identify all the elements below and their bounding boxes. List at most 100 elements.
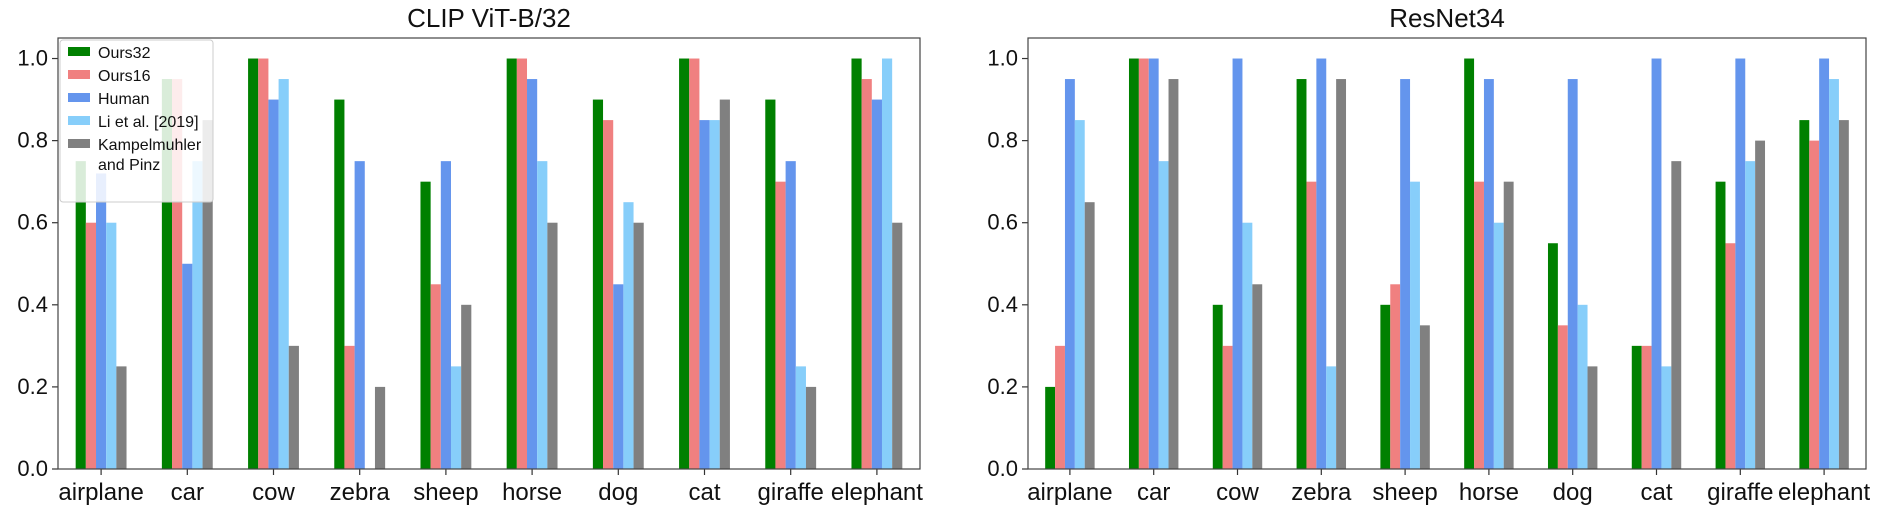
legend-swatch-li-et-al-2019 (68, 116, 90, 125)
bar-human-cow (268, 99, 279, 469)
bar-kampelmuhler-and-pinz-horse (547, 222, 558, 469)
x-tick-label: dog (1553, 479, 1593, 506)
legend-swatch-kampelmuhler-and-pinz (68, 139, 90, 148)
bar-ours32-zebra (334, 99, 345, 469)
x-tick-label: dog (598, 479, 638, 506)
bar-kampelmuhler-and-pinz-cat (1671, 161, 1682, 469)
bar-ours16-horse (516, 58, 528, 470)
y-tick-label: 1.0 (17, 46, 48, 71)
bar-ours16-elephant (1809, 140, 1820, 469)
x-tick-label: cow (1216, 479, 1259, 506)
bar-ours16-airplane (85, 222, 97, 469)
bar-ours32-cow (248, 58, 259, 470)
bar-li-et-al-2019-elephant (1829, 79, 1839, 470)
bar-human-giraffe (1735, 58, 1746, 470)
y-tick-label: 0.4 (17, 292, 48, 317)
y-tick-label: 0.2 (17, 374, 48, 399)
bar-kampelmuhler-and-pinz-airplane (116, 366, 127, 469)
x-tick-label: car (171, 479, 204, 506)
x-tick-label: giraffe (1707, 479, 1773, 506)
bar-kampelmuhler-and-pinz-car (202, 120, 213, 469)
bar-human-airplane (96, 173, 107, 469)
x-tick-label: cat (1640, 479, 1672, 506)
bar-ours16-horse (1474, 181, 1484, 470)
legend-label-li-et-al-2019: Li et al. [2019] (98, 114, 199, 131)
bar-ours32-car (161, 79, 173, 470)
chart-title: ResNet34 (1389, 3, 1505, 33)
chart-clip-vit-b-32: CLIP ViT-B/32 0.0 0.2 0.4 0.6 0.8 1.0 airplane c… (17, 3, 923, 506)
bar-ours16-zebra (1306, 181, 1317, 470)
bar-li-et-al-2019-cow (278, 79, 289, 470)
legend-label-human: Human (98, 91, 150, 108)
bar-human-cat (699, 120, 710, 469)
bar-ours16-giraffe (775, 181, 786, 470)
plot-frame (1027, 37, 1867, 470)
bar-human-sheep (1400, 79, 1411, 470)
x-tick-label: cow (252, 479, 295, 506)
legend: Ours32 Ours16 Human Li et al. [2019] Kampelm… (59, 39, 214, 203)
y-tick-label: 1.0 (987, 46, 1018, 71)
bar-kampelmuhler-and-pinz-elephant (892, 222, 903, 469)
x-tick-label: cat (688, 479, 720, 506)
x-tick-label: airplane (1027, 479, 1112, 506)
bar-ours16-car (172, 79, 183, 470)
bar-kampelmuhler-and-pinz-sheep (461, 304, 472, 469)
bar-kampelmuhler-and-pinz-horse (1503, 181, 1514, 470)
y-tick-label: 0.6 (987, 210, 1018, 235)
x-tick-label: elephant (831, 479, 923, 506)
legend-swatch-human (68, 93, 90, 102)
bar-ours16-sheep (430, 284, 441, 469)
bar-li-et-al-2019-sheep (1410, 181, 1420, 470)
bar-kampelmuhler-and-pinz-dog (633, 222, 644, 469)
x-tick-label: zebra (330, 479, 391, 506)
bar-li-et-al-2019-dog (623, 202, 634, 469)
x-tick-label: elephant (1778, 479, 1870, 506)
bar-ours16-giraffe (1725, 243, 1736, 469)
y-tick-label: 0.4 (987, 292, 1018, 317)
bar-ours32-giraffe (765, 99, 776, 469)
bar-ours16-sheep (1390, 284, 1401, 469)
bar-ours16-dog (1557, 325, 1568, 469)
y-tick-label: 0.0 (17, 456, 48, 481)
bar-human-cat (1651, 58, 1662, 470)
bar-ours16-cat (1641, 345, 1652, 469)
bar-ours32-cat (1631, 345, 1642, 469)
bar-kampelmuhler-and-pinz-airplane (1084, 202, 1095, 469)
x-tick-label: horse (502, 479, 562, 506)
x-tick-label: horse (1459, 479, 1519, 506)
bar-ours32-airplane (1045, 386, 1056, 469)
x-tick-label: car (1137, 479, 1170, 506)
bar-kampelmuhler-and-pinz-elephant (1838, 120, 1849, 469)
y-tick-label: 0.2 (987, 374, 1018, 399)
bar-human-giraffe (785, 161, 796, 469)
bar-ours16-cow (1222, 345, 1233, 469)
bar-ours32-dog (592, 99, 604, 469)
bar-li-et-al-2019-zebra (1326, 366, 1337, 469)
bar-ours16-dog (603, 120, 614, 469)
bar-human-car (1148, 58, 1159, 470)
bar-human-elephant (871, 99, 882, 469)
bar-li-et-al-2019-horse (537, 161, 548, 469)
chart-resnet34: ResNet34 0.0 0.2 0.4 0.6 0.8 1.0 airplane car cow… (987, 3, 1870, 506)
bar-ours16-cow (258, 58, 269, 470)
bar-kampelmuhler-and-pinz-cat (719, 99, 730, 469)
bar-ours16-airplane (1055, 345, 1065, 469)
bar-li-et-al-2019-cow (1242, 222, 1253, 469)
x-tick-label: sheep (1372, 479, 1437, 506)
bar-kampelmuhler-and-pinz-cow (288, 345, 299, 469)
bar-human-dog (1567, 79, 1578, 470)
bar-human-horse (527, 79, 538, 470)
plot-frame (57, 37, 921, 470)
bar-ours32-cat (679, 58, 690, 470)
x-tick-label: sheep (413, 479, 478, 506)
legend-swatch-ours16 (68, 70, 90, 79)
bar-ours32-car (1128, 58, 1139, 470)
bar-ours32-elephant (1799, 120, 1810, 469)
bar-ours32-horse (1464, 58, 1475, 470)
bar-kampelmuhler-and-pinz-giraffe (805, 386, 817, 469)
chart-title: CLIP ViT-B/32 (407, 3, 571, 33)
legend-label-kampelmuhler-and-pinz: Kampelmuhler and Pinz (98, 137, 202, 174)
bar-li-et-al-2019-giraffe (795, 366, 806, 469)
bar-human-zebra (1316, 58, 1327, 470)
